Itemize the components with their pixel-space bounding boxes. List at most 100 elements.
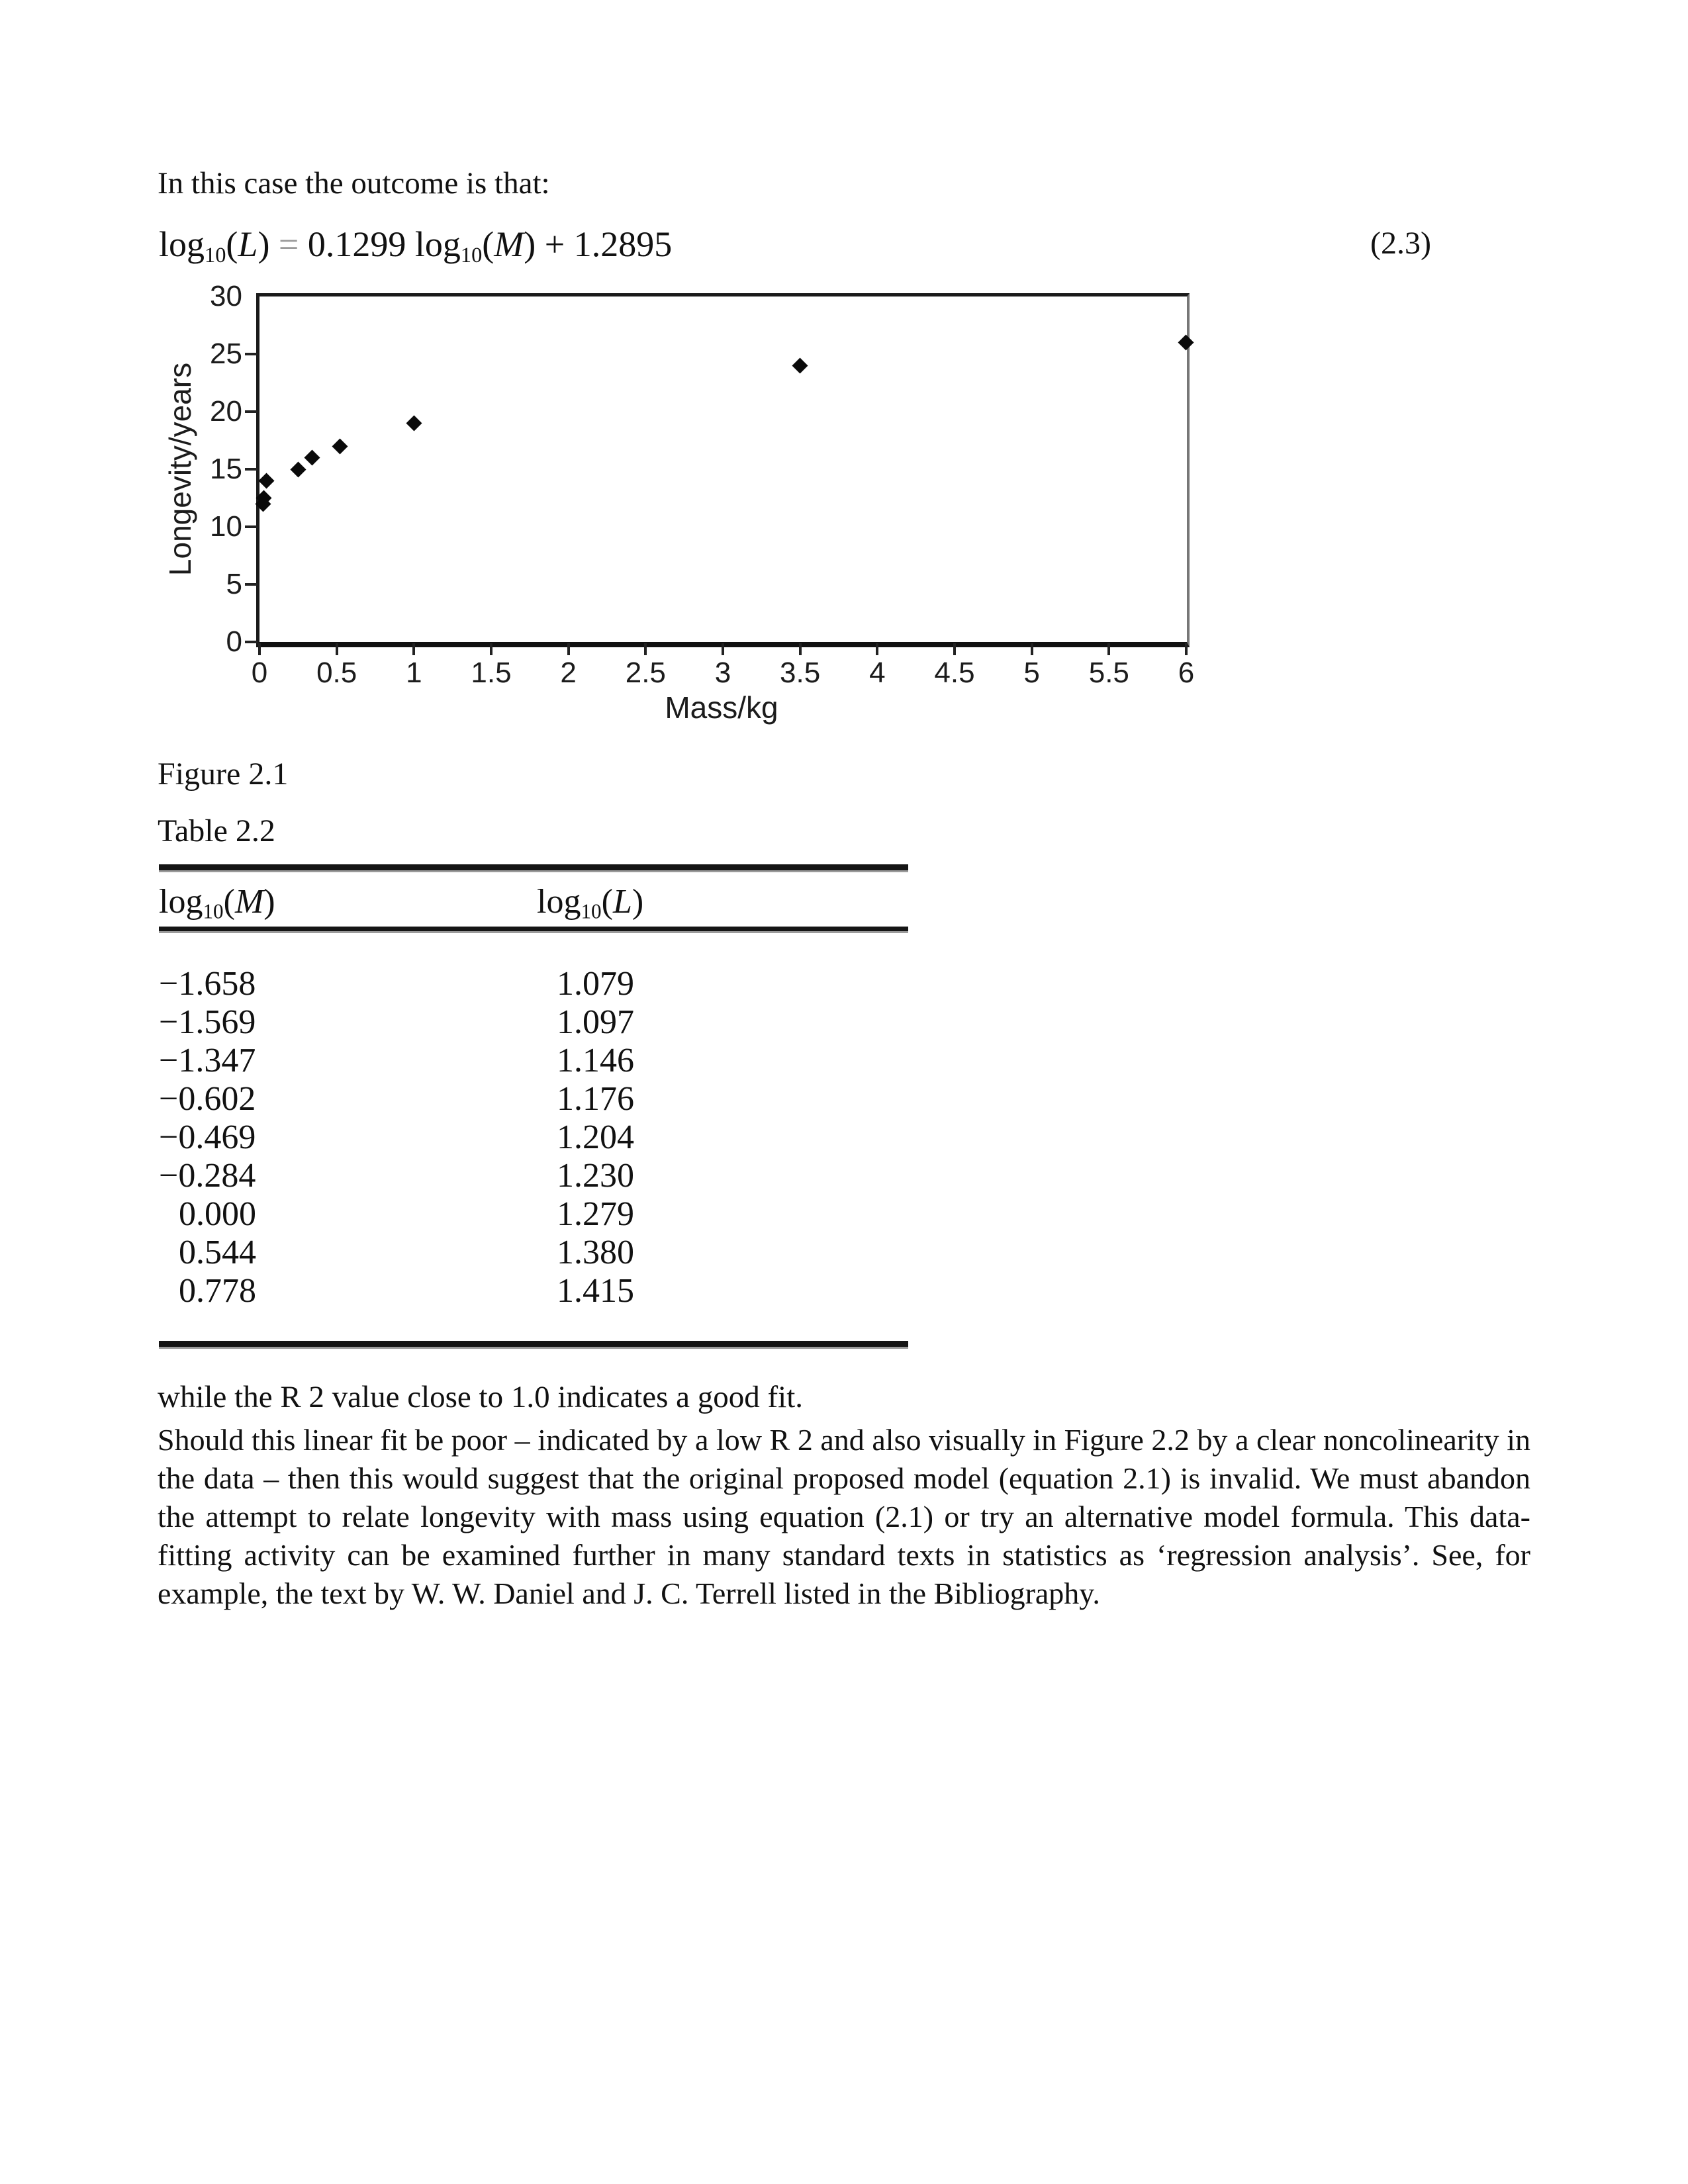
table-row: −1.658 1.079 (159, 965, 908, 1003)
table-header-rule (159, 927, 908, 931)
x-tick-label: 6 (1178, 657, 1195, 689)
table-cell: −0.469 (159, 1118, 256, 1156)
table-cell: −0.602 (159, 1080, 256, 1118)
y-tick-label: 0 (226, 625, 242, 658)
table-caption: Table 2.2 (158, 813, 275, 848)
x-tick-mark (1030, 643, 1033, 655)
x-tick-mark (721, 643, 724, 655)
x-tick-mark (876, 643, 879, 655)
y-tick-mark (245, 525, 258, 528)
y-tick-label: 25 (210, 338, 242, 370)
x-tick-label: 1 (406, 657, 422, 689)
x-tick-label: 2 (560, 657, 577, 689)
x-tick-mark (644, 643, 647, 655)
table-cell: −1.658 (159, 965, 256, 1003)
table-row: 0.000 1.279 (159, 1195, 908, 1234)
x-tick-mark (1184, 643, 1188, 655)
table-header-cell: log10(L) (537, 881, 908, 933)
equation-token: log (159, 883, 203, 921)
table-body: −1.658 1.079 −1.569 1.097 −1.347 1.146 −0.602 1… (159, 931, 908, 1341)
equation-token: 10 (205, 244, 226, 268)
table-row: −0.284 1.230 (159, 1157, 908, 1195)
x-tick-label: 3.5 (780, 657, 821, 689)
x-axis-label: Mass/kg (665, 690, 778, 725)
equation-token: M (494, 224, 524, 264)
x-tick-mark (798, 643, 802, 655)
x-tick-label: 0.5 (316, 657, 357, 689)
x-tick-label: 5 (1023, 657, 1040, 689)
equation-token: 0.1299 (307, 224, 415, 264)
table-row: −0.469 1.204 (159, 1118, 908, 1157)
table-cell: −1.569 (159, 1003, 256, 1041)
table-header-cell: log10(M) (159, 881, 537, 933)
equation: log10(L) = 0.1299 log10(M) + 1.2895 (159, 222, 672, 277)
y-tick-label: 20 (210, 395, 242, 428)
y-tick-label: 5 (226, 568, 242, 600)
table-header-row: log10(M) log10(L) (159, 881, 908, 927)
table-row: −1.569 1.097 (159, 1003, 908, 1042)
table-row: 0.544 1.380 (159, 1234, 908, 1272)
y-tick-mark (245, 410, 258, 413)
body-paragraph: Should this linear fit be poor – indicat… (158, 1423, 1530, 1610)
data-table: log10(M) log10(L) −1.658 1.079 −1.569 1.097… (159, 864, 908, 1347)
equation-token: L (612, 883, 632, 921)
equation-token: log (159, 224, 205, 264)
x-tick-label: 4.5 (934, 657, 975, 689)
table-cell: 0.000 (179, 1195, 256, 1233)
y-tick-label: 15 (210, 453, 242, 485)
x-tick-mark (335, 643, 338, 655)
table-cell: 1.279 (557, 1195, 634, 1233)
equation-token: = (269, 224, 308, 264)
equation-token: ) (524, 224, 536, 264)
equation-token: ( (482, 224, 494, 264)
equation-token: ( (226, 224, 238, 264)
table-cell: 1.230 (557, 1157, 634, 1195)
table-row: −0.602 1.176 (159, 1080, 908, 1118)
body-text-line: while the R 2 value close to 1.0 indicat… (158, 1380, 804, 1414)
plot-area (256, 293, 1190, 647)
equation-token: 10 (460, 244, 483, 268)
table-cell: 1.079 (557, 965, 634, 1003)
equation-token: + 1.2895 (536, 224, 673, 264)
x-tick-mark (953, 643, 956, 655)
y-tick-label: 10 (210, 510, 242, 543)
equation-token: ) (258, 224, 270, 264)
y-tick-mark (245, 641, 258, 643)
intro-text: In this case the outcome is that: (158, 166, 550, 201)
equation-token: ( (601, 883, 613, 921)
equation-number: (2.3) (1370, 226, 1431, 261)
x-tick-mark (1107, 643, 1111, 655)
equation-token: log (537, 883, 581, 921)
x-tick-label: 3 (714, 657, 731, 689)
x-tick-label: 0 (251, 657, 268, 689)
y-tick-mark (245, 353, 258, 355)
equation-token: ) (263, 883, 275, 921)
equation-token: ) (632, 883, 644, 921)
x-tick-mark (567, 643, 570, 655)
x-tick-mark (489, 643, 492, 655)
table-bottom-rule (159, 1341, 908, 1347)
table-cell: 1.176 (557, 1080, 634, 1118)
table-cell: −0.284 (159, 1157, 256, 1195)
equation-token: L (238, 224, 258, 264)
table-cell: 0.544 (179, 1234, 256, 1271)
y-tick-mark (245, 583, 258, 586)
x-tick-mark (412, 643, 416, 655)
table-cell: 1.415 (557, 1272, 634, 1310)
x-tick-label: 2.5 (625, 657, 666, 689)
equation-token: log (414, 224, 461, 264)
table-cell: 1.380 (557, 1234, 634, 1271)
y-tick-label: 30 (210, 280, 242, 312)
table-row: −1.347 1.146 (159, 1042, 908, 1080)
table-cell: −1.347 (159, 1042, 256, 1079)
table-cell: 1.097 (557, 1003, 634, 1041)
table-cell: 1.204 (557, 1118, 634, 1156)
x-tick-label: 1.5 (471, 657, 512, 689)
figure-caption: Figure 2.1 (158, 756, 289, 792)
x-tick-label: 4 (869, 657, 886, 689)
equation-token: M (234, 883, 264, 921)
y-tick-mark (245, 468, 258, 471)
equation-token: 10 (203, 899, 224, 923)
table-cell: 1.146 (557, 1042, 634, 1079)
